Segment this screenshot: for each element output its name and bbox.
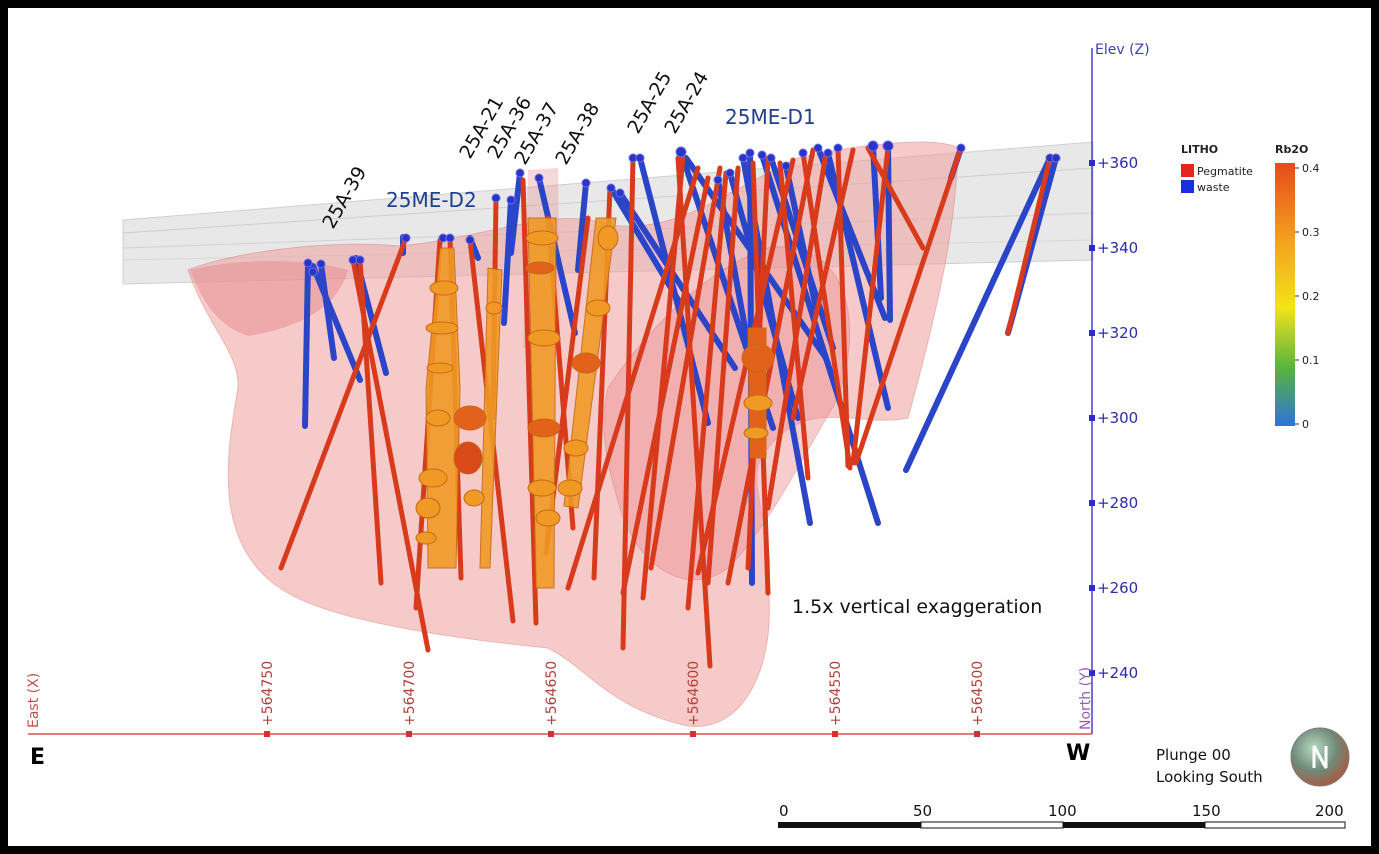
rb2o-tick-0.4: 0.4 (1302, 162, 1320, 175)
rb2o-legend: Rb2O 0.4 0.3 0.2 0.1 0 (1275, 143, 1320, 431)
direction-east: E (30, 745, 45, 770)
domain-label-d2: 25ME-D2 (386, 188, 477, 212)
looking-text: Looking South (1156, 768, 1263, 786)
scale-tick-150: 150 (1192, 802, 1221, 820)
east-tick-564500: +564500 (970, 661, 986, 726)
east-tick-564600: +564600 (686, 661, 702, 726)
east-tick-564750: +564750 (260, 661, 276, 726)
easting-axis-title: East (X) (26, 673, 42, 728)
elev-tick-320: +320 (1097, 324, 1138, 342)
elevation-axis: Elev (Z) +360 +340 +320 +300 +280 +260 +… (1078, 42, 1150, 734)
scale-tick-200: 200 (1315, 802, 1344, 820)
high-grade-rb2o-intercepts (415, 217, 775, 589)
litho-item-pegmatite: Pegmatite (1197, 165, 1253, 178)
elev-tick-300: +300 (1097, 409, 1138, 427)
rb2o-color-ramp (1275, 163, 1295, 426)
vertical-exaggeration-note: 1.5x vertical exaggeration (792, 596, 1042, 618)
rb2o-tick-0.2: 0.2 (1302, 290, 1320, 303)
rb2o-tick-0: 0 (1302, 418, 1309, 431)
litho-item-waste: waste (1197, 181, 1230, 194)
scale-tick-0: 0 (779, 802, 789, 820)
rb2o-tick-0.3: 0.3 (1302, 226, 1320, 239)
section-canvas: 25A-39 25A-21 25A-36 25A-37 25A-38 25A-2… (26, 42, 1350, 829)
elev-tick-340: +340 (1097, 239, 1138, 257)
litho-legend: LITHO Pegmatite waste (1181, 143, 1253, 194)
scale-tick-100: 100 (1048, 802, 1077, 820)
elev-tick-240: +240 (1097, 664, 1138, 682)
north-arrow-globe-icon[interactable] (1290, 727, 1350, 787)
elev-tick-260: +260 (1097, 579, 1138, 597)
elev-tick-360: +360 (1097, 154, 1138, 172)
north-axis-title: North (Y) (1078, 667, 1094, 730)
east-tick-564650: +564650 (544, 661, 560, 726)
rb2o-legend-title: Rb2O (1275, 143, 1308, 156)
scale-tick-50: 50 (913, 802, 932, 820)
direction-west: W (1066, 741, 1090, 766)
elevation-axis-title: Elev (Z) (1095, 42, 1150, 58)
litho-legend-title: LITHO (1181, 143, 1218, 156)
plunge-text: Plunge 00 (1156, 746, 1231, 764)
elev-tick-280: +280 (1097, 494, 1138, 512)
drill-collars (303, 140, 1061, 277)
east-tick-564700: +564700 (402, 661, 418, 726)
east-tick-564550: +564550 (828, 661, 844, 726)
scale-bar: 0 50 100 150 200 (778, 802, 1346, 829)
3d-section-viewport[interactable]: 25A-39 25A-21 25A-36 25A-37 25A-38 25A-2… (8, 8, 1371, 846)
easting-axis: East (X) +564750 +564700 +564650 +564600… (26, 661, 1092, 737)
rb2o-tick-0.1: 0.1 (1302, 354, 1320, 367)
domain-label-d1: 25ME-D1 (725, 105, 816, 129)
